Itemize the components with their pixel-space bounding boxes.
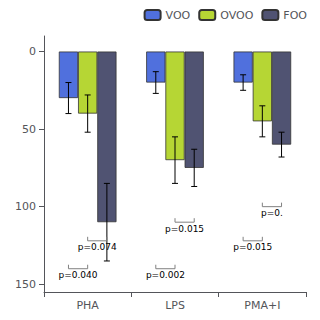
svg-text:p=0.: p=0. xyxy=(261,208,283,218)
svg-text:VOO: VOO xyxy=(166,9,191,22)
svg-text:50: 50 xyxy=(22,123,36,136)
svg-text:150: 150 xyxy=(15,278,36,291)
svg-text:100: 100 xyxy=(15,200,36,213)
svg-text:OVOO: OVOO xyxy=(220,9,253,22)
svg-text:FOO: FOO xyxy=(283,9,307,22)
svg-text:0: 0 xyxy=(29,45,36,58)
svg-text:p=0.074: p=0.074 xyxy=(78,242,117,252)
svg-text:p=0.015: p=0.015 xyxy=(233,242,272,252)
svg-text:LPS: LPS xyxy=(165,299,185,312)
svg-text:p=0.015: p=0.015 xyxy=(165,224,204,234)
svg-text:p=0.040: p=0.040 xyxy=(59,270,98,280)
svg-text:p=0.002: p=0.002 xyxy=(146,270,185,280)
svg-text:PHA: PHA xyxy=(76,299,99,312)
svg-text:PMA+I: PMA+I xyxy=(244,299,280,312)
